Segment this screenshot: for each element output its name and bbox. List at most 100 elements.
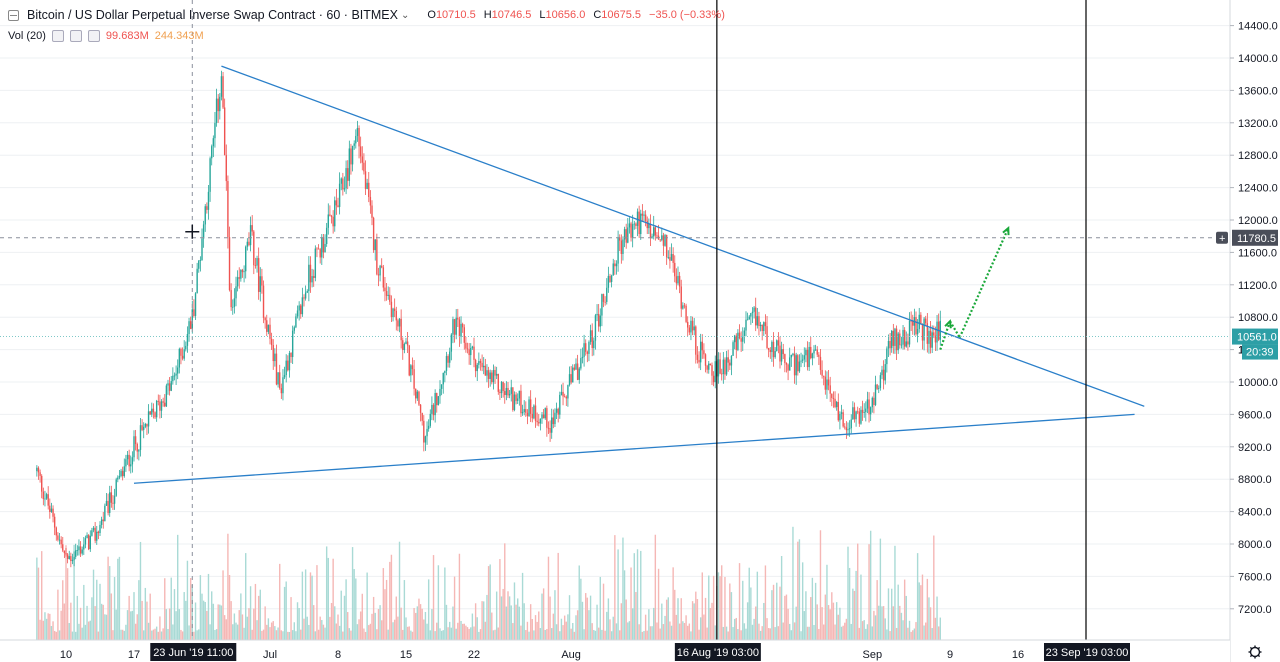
symbol-title[interactable]: Bitcoin / US Dollar Perpetual Inverse Sw… bbox=[27, 8, 398, 22]
candle-body bbox=[167, 383, 169, 386]
volume-bar bbox=[342, 631, 344, 640]
candle-body bbox=[225, 155, 227, 182]
volume-bar bbox=[704, 597, 707, 640]
projection-segment[interactable] bbox=[939, 320, 952, 350]
volume-bar bbox=[437, 565, 440, 640]
candle-body bbox=[125, 459, 127, 467]
volume-bar bbox=[910, 631, 912, 640]
candle-body bbox=[776, 340, 778, 351]
volume-bar bbox=[306, 616, 308, 640]
candle-body bbox=[858, 411, 861, 424]
candle-body bbox=[458, 319, 461, 337]
candle-body bbox=[115, 479, 117, 496]
volume-bar bbox=[766, 618, 768, 640]
volume-bar bbox=[847, 546, 849, 640]
volume-bar bbox=[461, 623, 464, 640]
crosshair-price-label: 11780.5 bbox=[1237, 233, 1276, 245]
volume-bar bbox=[311, 575, 313, 640]
volume-bar bbox=[785, 594, 788, 640]
add-alert-icon[interactable] bbox=[1216, 231, 1228, 244]
volume-bar bbox=[780, 556, 783, 640]
volume-bar bbox=[594, 630, 597, 640]
volume-bar bbox=[874, 615, 877, 640]
ohlc-key: L bbox=[539, 9, 546, 21]
volume-bar bbox=[640, 550, 642, 640]
volume-bar bbox=[345, 579, 347, 640]
settings-small-icon[interactable] bbox=[69, 30, 82, 42]
candle-body bbox=[594, 315, 597, 341]
volume-bar bbox=[853, 590, 856, 640]
trendline[interactable] bbox=[221, 65, 1145, 407]
volume-bar bbox=[696, 599, 699, 640]
volume-bar bbox=[717, 572, 720, 640]
volume-bar bbox=[800, 631, 802, 640]
candle-body bbox=[899, 333, 901, 346]
change-value: −35.0 (−0.33%) bbox=[649, 9, 725, 21]
candle-body bbox=[560, 391, 563, 395]
volume-bar bbox=[248, 608, 250, 640]
volume-bar bbox=[431, 609, 433, 640]
volume-bar bbox=[301, 571, 304, 640]
gear-icon[interactable] bbox=[1248, 645, 1262, 659]
price-axis[interactable]: 14400.0 14000.0 13600.0 13200.0 12800.0 12400… bbox=[1216, 0, 1280, 662]
candle-body bbox=[806, 349, 809, 368]
volume-bar bbox=[39, 619, 41, 640]
projection-segment[interactable] bbox=[958, 227, 1010, 338]
volume-bar bbox=[609, 619, 611, 640]
volume-bar bbox=[359, 611, 362, 640]
volume-bar bbox=[117, 558, 119, 640]
volume-bar bbox=[68, 623, 70, 640]
volume-bar bbox=[615, 623, 618, 640]
candle-body bbox=[871, 397, 873, 408]
volume-bar bbox=[905, 595, 907, 640]
plus-icon: + bbox=[1219, 233, 1225, 245]
volume-bar bbox=[855, 570, 857, 640]
volume-bar bbox=[688, 623, 691, 640]
eye-icon[interactable] bbox=[51, 30, 64, 42]
volume-bar bbox=[478, 631, 480, 640]
candle-body bbox=[789, 357, 791, 371]
candle-body bbox=[539, 418, 542, 424]
candle-body bbox=[753, 307, 755, 312]
volume-bar bbox=[131, 610, 134, 640]
time-axis[interactable]: 10 17 Jul 8 15 22 Aug Sep 9 16 23 Jun '19 11:00 16 … bbox=[0, 639, 1230, 662]
candle-body bbox=[523, 409, 525, 412]
candle-body bbox=[426, 428, 428, 437]
candle-body bbox=[847, 429, 849, 431]
volume-bar bbox=[494, 629, 496, 640]
volume-bar bbox=[539, 628, 542, 640]
candle-body bbox=[128, 454, 130, 467]
trendline[interactable] bbox=[133, 413, 1135, 484]
volume-bar bbox=[228, 574, 231, 640]
candle-body bbox=[745, 319, 747, 331]
candle-body bbox=[66, 554, 69, 559]
candle-body bbox=[912, 320, 914, 326]
candle-body bbox=[220, 76, 223, 97]
volume-bar bbox=[358, 619, 360, 640]
volume-bar bbox=[41, 551, 43, 640]
chevron-down-icon[interactable]: ⌄ bbox=[400, 9, 410, 21]
candle-body bbox=[86, 535, 88, 539]
candle-body bbox=[599, 315, 601, 327]
close-icon[interactable] bbox=[87, 30, 100, 42]
volume-bar bbox=[510, 605, 512, 640]
volume-bar bbox=[181, 631, 184, 640]
collapse-icon[interactable] bbox=[8, 9, 19, 21]
volume-bar bbox=[351, 547, 354, 640]
candle-body bbox=[165, 385, 168, 407]
volume-bar bbox=[62, 580, 64, 640]
volume-bar bbox=[570, 628, 572, 640]
projection-segment[interactable] bbox=[949, 320, 961, 339]
candle-body bbox=[712, 375, 715, 383]
volume-bar bbox=[682, 621, 684, 640]
volume-bar bbox=[729, 583, 731, 640]
volume-bar bbox=[662, 624, 665, 640]
volume-bar bbox=[424, 611, 427, 640]
volume-bar bbox=[105, 614, 108, 640]
candle-body bbox=[376, 239, 378, 275]
volume-bar bbox=[309, 572, 312, 640]
volume-bar bbox=[635, 592, 637, 640]
candle-body bbox=[345, 168, 347, 189]
candle-body bbox=[355, 135, 357, 144]
